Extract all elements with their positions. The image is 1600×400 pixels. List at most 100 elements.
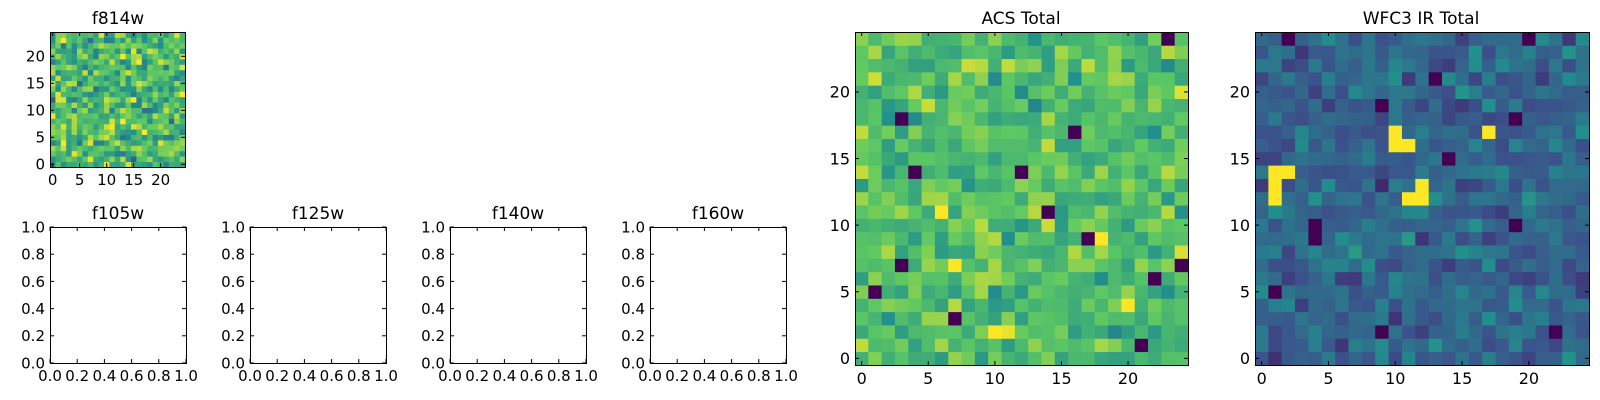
heatmap-cell xyxy=(179,75,186,81)
heatmap-cell xyxy=(104,140,110,146)
heatmap-cell xyxy=(934,71,949,86)
heatmap-cell xyxy=(1081,151,1096,166)
heatmap-cell xyxy=(1468,71,1483,86)
heatmap-cell xyxy=(1268,218,1283,233)
heatmap-cell xyxy=(1508,98,1523,113)
heatmap-cell xyxy=(1054,45,1069,60)
heatmap-cell xyxy=(1428,191,1443,206)
heatmap-cell xyxy=(1268,325,1283,339)
heatmap-cell xyxy=(1401,98,1416,113)
heatmap-cell xyxy=(908,231,922,246)
heatmap-cell xyxy=(1508,285,1523,299)
heatmap-cell xyxy=(87,123,94,130)
heatmap-cell xyxy=(1468,298,1483,313)
y-tick-label: 20 xyxy=(1230,83,1250,102)
heatmap-cell xyxy=(1442,285,1456,299)
heatmap-cell xyxy=(1001,138,1016,153)
heatmap-cell xyxy=(1455,338,1470,353)
heatmap-cell xyxy=(1375,351,1389,366)
heatmap-cell xyxy=(1161,85,1176,99)
heatmap-cell xyxy=(1361,191,1376,206)
heatmap-cell xyxy=(1401,325,1416,339)
heatmap-cell xyxy=(881,138,896,153)
heatmap-cell xyxy=(1508,298,1523,313)
heatmap-cell xyxy=(894,111,909,126)
heatmap-cell xyxy=(1575,151,1590,166)
heatmap-cell xyxy=(1522,271,1536,286)
heatmap-cell xyxy=(1108,231,1122,246)
heatmap-cell xyxy=(1148,125,1162,139)
heatmap-cell xyxy=(1455,285,1470,299)
heatmap-cell xyxy=(1361,58,1376,73)
heatmap-cell xyxy=(1281,218,1296,233)
heatmap-cell xyxy=(120,134,126,141)
heatmap-cell xyxy=(60,161,67,168)
heatmap-cell xyxy=(1321,165,1336,179)
heatmap-cell xyxy=(66,64,72,71)
heatmap-cell xyxy=(934,325,949,339)
heatmap-cell xyxy=(109,64,116,71)
heatmap-cell xyxy=(881,325,896,339)
heatmap-cell xyxy=(1108,125,1122,139)
heatmap-cell xyxy=(174,32,180,38)
heatmap-cell xyxy=(1108,218,1122,233)
heatmap-cell xyxy=(1375,311,1389,326)
heatmap-cell xyxy=(868,258,883,273)
heatmap-cell xyxy=(55,161,62,168)
heatmap-cell xyxy=(894,165,909,179)
heatmap-cell xyxy=(66,129,72,135)
heatmap-cell xyxy=(988,178,1002,193)
heatmap-cell xyxy=(1014,258,1029,273)
heatmap-cell xyxy=(1562,205,1577,219)
heatmap-cell xyxy=(1401,71,1416,86)
heatmap-cell xyxy=(1121,45,1136,60)
heatmap-cell xyxy=(1174,205,1189,219)
heatmap-cell xyxy=(1575,165,1590,179)
heatmap-cell xyxy=(136,48,143,54)
heatmap-cell xyxy=(1174,111,1189,126)
heatmap-cell xyxy=(1428,311,1443,326)
heatmap-cell xyxy=(1081,285,1096,299)
heatmap-cell xyxy=(881,178,896,193)
heatmap-cell xyxy=(934,151,949,166)
heatmap-cell xyxy=(50,64,56,71)
heatmap-cell xyxy=(1014,45,1029,60)
heatmap-cell xyxy=(1375,325,1389,339)
heatmap-cell xyxy=(93,113,99,119)
heatmap-cell xyxy=(881,165,896,179)
heatmap-cell xyxy=(50,59,56,65)
heatmap-cell xyxy=(1028,218,1042,233)
heatmap-cell xyxy=(1388,151,1403,166)
heatmap-cell xyxy=(120,59,126,65)
heatmap-cell xyxy=(1041,258,1056,273)
heatmap-cell xyxy=(1535,191,1550,206)
heatmap-cell xyxy=(163,113,170,119)
heatmap-cell xyxy=(881,111,896,126)
x-tick-label: 10 xyxy=(1385,369,1405,388)
heatmap-cell xyxy=(948,111,962,126)
heatmap-cell xyxy=(1134,231,1149,246)
heatmap-cell xyxy=(855,178,869,193)
heatmap-cell xyxy=(908,338,922,353)
heatmap-cell xyxy=(1348,218,1363,233)
heatmap-cell xyxy=(82,96,89,103)
y-tick-label: 10 xyxy=(830,216,850,235)
heatmap-cell xyxy=(921,71,936,86)
heatmap-cell xyxy=(1415,45,1430,60)
heatmap-cell xyxy=(921,231,936,246)
heatmap-cell xyxy=(1348,85,1363,99)
heatmap-cell xyxy=(921,165,936,179)
heatmap-cell xyxy=(1068,85,1082,99)
heatmap-cell xyxy=(125,42,132,49)
heatmap-cell xyxy=(1054,298,1069,313)
heatmap-cell xyxy=(988,32,1002,46)
heatmap-cell xyxy=(894,98,909,113)
y-tick-label: 0.0 xyxy=(621,354,645,372)
heatmap-cell xyxy=(1121,98,1136,113)
heatmap-cell xyxy=(1014,71,1029,86)
heatmap-cell xyxy=(1495,138,1510,153)
heatmap-cell xyxy=(1548,231,1563,246)
heatmap-cell xyxy=(1522,258,1536,273)
heatmap-cell xyxy=(1335,298,1349,313)
heatmap-cell xyxy=(136,107,143,114)
